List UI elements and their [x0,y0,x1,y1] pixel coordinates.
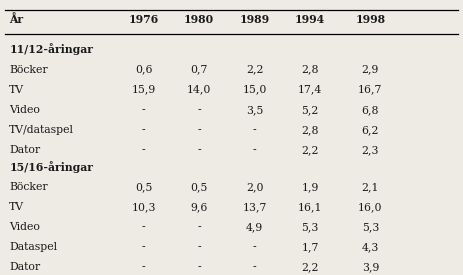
Text: 2,8: 2,8 [301,125,319,135]
Text: 0,5: 0,5 [135,182,152,192]
Text: 2,9: 2,9 [362,65,379,75]
Text: -: - [253,242,257,252]
Text: 1976: 1976 [128,14,159,25]
Text: -: - [197,222,201,232]
Text: 1,7: 1,7 [301,242,319,252]
Text: -: - [197,145,201,155]
Text: 9,6: 9,6 [190,202,208,212]
Text: -: - [253,125,257,135]
Text: 4,9: 4,9 [246,222,263,232]
Text: 15,0: 15,0 [243,85,267,95]
Text: År: År [9,14,24,25]
Text: 3,9: 3,9 [362,262,379,272]
Text: -: - [142,125,145,135]
Text: -: - [253,262,257,272]
Text: Dator: Dator [9,262,40,272]
Text: 11/12-åringar: 11/12-åringar [9,43,93,56]
Text: 2,0: 2,0 [246,182,263,192]
Text: 16,1: 16,1 [298,202,322,212]
Text: 16,7: 16,7 [358,85,382,95]
Text: 15/16-åringar: 15/16-åringar [9,161,93,173]
Text: 17,4: 17,4 [298,85,322,95]
Text: 4,3: 4,3 [362,242,379,252]
Text: 2,2: 2,2 [301,262,319,272]
Text: -: - [142,242,145,252]
Text: Video: Video [9,105,40,115]
Text: 0,5: 0,5 [190,182,208,192]
Text: -: - [142,105,145,115]
Text: Böcker: Böcker [9,182,48,192]
Text: Video: Video [9,222,40,232]
Text: 6,8: 6,8 [362,105,379,115]
Text: 2,1: 2,1 [362,182,379,192]
Text: -: - [142,262,145,272]
Text: 2,3: 2,3 [362,145,379,155]
Text: 1,9: 1,9 [301,182,319,192]
Text: -: - [142,145,145,155]
Text: 2,8: 2,8 [301,65,319,75]
Text: -: - [142,222,145,232]
Text: 1980: 1980 [184,14,214,25]
Text: -: - [197,262,201,272]
Text: -: - [197,242,201,252]
Text: 1994: 1994 [295,14,325,25]
Text: -: - [197,125,201,135]
Text: Dataspel: Dataspel [9,242,57,252]
Text: 10,3: 10,3 [131,202,156,212]
Text: 5,3: 5,3 [362,222,379,232]
Text: 1989: 1989 [239,14,270,25]
Text: 15,9: 15,9 [131,85,156,95]
Text: TV/dataspel: TV/dataspel [9,125,74,135]
Text: Dator: Dator [9,145,40,155]
Text: 2,2: 2,2 [246,65,263,75]
Text: 16,0: 16,0 [358,202,382,212]
Text: 3,5: 3,5 [246,105,263,115]
Text: 5,2: 5,2 [301,105,319,115]
Text: 1998: 1998 [355,14,386,25]
Text: 2,2: 2,2 [301,145,319,155]
Text: 0,7: 0,7 [190,65,208,75]
Text: TV: TV [9,202,25,212]
Text: TV: TV [9,85,25,95]
Text: 6,2: 6,2 [362,125,379,135]
Text: -: - [197,105,201,115]
Text: 0,6: 0,6 [135,65,152,75]
Text: 13,7: 13,7 [243,202,267,212]
Text: Böcker: Böcker [9,65,48,75]
Text: 5,3: 5,3 [301,222,319,232]
Text: -: - [253,145,257,155]
Text: 14,0: 14,0 [187,85,211,95]
